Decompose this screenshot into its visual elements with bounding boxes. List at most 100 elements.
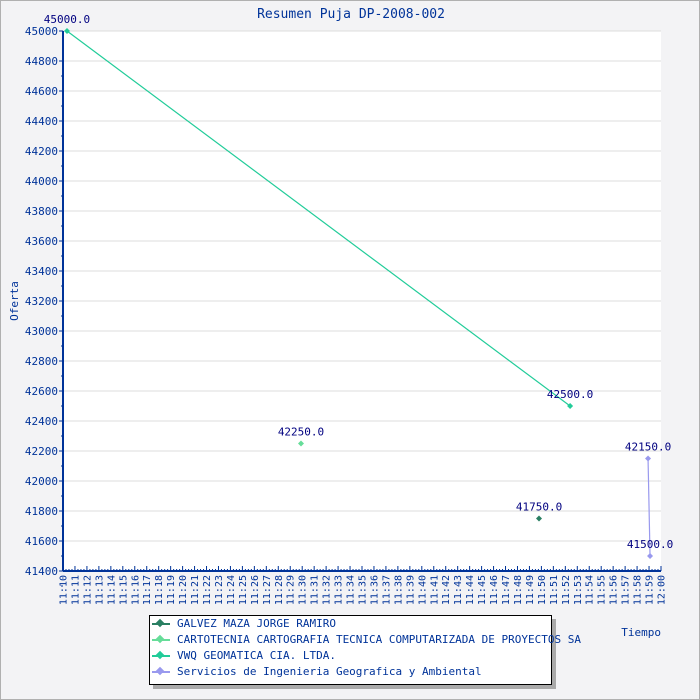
x-tick-label: 11:12 <box>82 575 93 605</box>
y-tick-label: 44600 <box>25 85 58 98</box>
x-tick-label: 11:48 <box>513 575 524 605</box>
y-tick-label: 44200 <box>25 145 58 158</box>
y-tick-label: 41600 <box>25 535 58 548</box>
x-tick-label: 11:57 <box>621 575 632 605</box>
x-tick-label: 11:46 <box>489 575 500 605</box>
x-tick-label: 11:14 <box>106 575 117 605</box>
x-tick-label: 11:37 <box>381 575 392 605</box>
x-tick-label: 12:00 <box>657 575 668 605</box>
x-tick-label: 11:52 <box>561 575 572 605</box>
x-tick-label: 11:10 <box>59 575 70 605</box>
x-tick-label: 11:45 <box>477 575 488 605</box>
x-tick-label: 11:19 <box>166 575 177 605</box>
x-tick-label: 11:40 <box>417 575 428 605</box>
y-tick-label: 42000 <box>25 475 58 488</box>
legend-swatch-icon <box>152 634 170 644</box>
x-tick-label: 11:29 <box>286 575 297 605</box>
y-tick-label: 45000 <box>25 25 58 38</box>
y-tick-label: 42800 <box>25 355 58 368</box>
x-tick-label: 11:32 <box>322 575 333 605</box>
legend-item: GALVEZ MAZA JORGE RAMIRO <box>150 616 551 632</box>
x-tick-label: 11:34 <box>346 575 357 605</box>
chart-title: Resumen Puja DP-2008-002 <box>257 7 445 22</box>
x-tick-label: 11:27 <box>262 575 273 605</box>
legend-swatch-icon <box>152 618 170 628</box>
data-point <box>63 28 70 34</box>
x-tick-label: 11:56 <box>609 575 620 605</box>
x-tick-label: 11:18 <box>154 575 165 605</box>
x-tick-label: 11:25 <box>238 575 249 605</box>
legend-item: Servicios de Ingenieria Geografica y Amb… <box>150 664 551 680</box>
data-label: 42500.0 <box>547 388 593 401</box>
x-tick-label: 11:26 <box>250 575 261 605</box>
data-label: 42250.0 <box>278 426 324 439</box>
x-tick-label: 11:42 <box>441 575 452 605</box>
x-tick-label: 11:20 <box>178 575 189 605</box>
x-tick-label: 11:44 <box>465 575 476 605</box>
y-tick-label: 43000 <box>25 325 58 338</box>
data-point <box>645 455 652 462</box>
series-line <box>66 30 571 407</box>
x-tick-label: 11:28 <box>274 575 285 605</box>
x-tick-label: 11:55 <box>597 575 608 605</box>
y-tick-label: 41800 <box>25 505 58 518</box>
data-point <box>298 440 305 447</box>
data-point <box>536 515 543 522</box>
y-tick-label: 43800 <box>25 205 58 218</box>
legend-label: CARTOTECNIA CARTOGRAFIA TECNICA COMPUTAR… <box>177 633 581 646</box>
y-tick-label: 44800 <box>25 55 58 68</box>
x-tick-label: 11:38 <box>393 575 404 605</box>
series-line <box>647 458 651 557</box>
x-tick-label: 11:13 <box>94 575 105 605</box>
x-tick-label: 11:35 <box>358 575 369 605</box>
x-tick-label: 11:53 <box>573 575 584 605</box>
x-tick-label: 11:59 <box>645 575 656 605</box>
x-tick-label: 11:54 <box>585 575 596 605</box>
y-tick-label: 42400 <box>25 415 58 428</box>
x-tick-label: 11:11 <box>70 575 81 605</box>
legend-swatch-icon <box>152 650 170 660</box>
y-tick-label: 42600 <box>25 385 58 398</box>
legend-item: VWQ GEOMATICA CIA. LTDA. <box>150 648 551 664</box>
legend-swatch-icon <box>152 666 170 676</box>
legend-label: VWQ GEOMATICA CIA. LTDA. <box>177 649 336 662</box>
x-tick-label: 11:39 <box>405 575 416 605</box>
data-point <box>647 553 654 559</box>
data-point <box>567 403 574 409</box>
x-tick-label: 11:41 <box>429 575 440 605</box>
y-tick-label: 44000 <box>25 175 58 188</box>
y-tick-label: 44400 <box>25 115 58 128</box>
x-tick-label: 11:51 <box>549 575 560 605</box>
x-tick-label: 11:30 <box>298 575 309 605</box>
y-tick-label: 43600 <box>25 235 58 248</box>
x-tick-label: 11:17 <box>142 575 153 605</box>
x-tick-label: 11:15 <box>118 575 129 605</box>
data-label: 45000.0 <box>44 13 90 26</box>
x-tick-label: 11:21 <box>190 575 201 605</box>
x-axis-label: Tiempo <box>621 626 661 639</box>
legend-label: GALVEZ MAZA JORGE RAMIRO <box>177 617 336 630</box>
x-tick-label: 11:47 <box>501 575 512 605</box>
x-tick-label: 11:43 <box>453 575 464 605</box>
data-label: 42150.0 <box>625 441 671 454</box>
x-tick-label: 11:50 <box>537 575 548 605</box>
y-tick-label: 42200 <box>25 445 58 458</box>
data-label: 41750.0 <box>516 501 562 514</box>
x-tick-label: 11:16 <box>130 575 141 605</box>
legend: GALVEZ MAZA JORGE RAMIRO CARTOTECNIA CART… <box>149 615 581 685</box>
x-tick-label: 11:58 <box>633 575 644 605</box>
y-tick-label: 43200 <box>25 295 58 308</box>
x-tick-label: 11:33 <box>334 575 345 605</box>
x-tick-label: 11:36 <box>369 575 380 605</box>
y-tick-label: 41400 <box>25 565 58 578</box>
x-tick-label: 11:22 <box>202 575 213 605</box>
data-label: 41500.0 <box>627 538 673 551</box>
x-tick-label: 11:24 <box>226 575 237 605</box>
y-axis-label: Oferta <box>8 281 21 321</box>
y-tick-label: 43400 <box>25 265 58 278</box>
legend-item: CARTOTECNIA CARTOGRAFIA TECNICA COMPUTAR… <box>150 632 581 648</box>
x-tick-label: 11:23 <box>214 575 225 605</box>
legend-label: Servicios de Ingenieria Geografica y Amb… <box>177 665 482 678</box>
